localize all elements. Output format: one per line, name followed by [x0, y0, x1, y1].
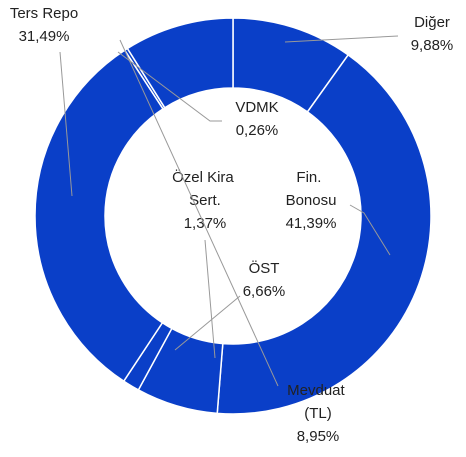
leader-line: [349, 204, 391, 256]
category-label: VDMK: [235, 99, 278, 116]
value-label: 8,95%: [297, 428, 340, 445]
leader-line: [284, 35, 399, 43]
leader-line: [174, 295, 241, 351]
category-label: Ters Repo: [10, 5, 78, 22]
category-label: Özel Kira Sert.: [172, 168, 238, 209]
leader-line: [59, 51, 73, 197]
leader-line: [204, 239, 216, 359]
donut-segment: [34, 49, 165, 383]
category-label: Diğer: [414, 14, 450, 31]
leader-line: [117, 51, 222, 122]
value-label: 6,66%: [243, 283, 286, 300]
category-label: ÖST: [249, 259, 280, 277]
value-label: 1,37%: [184, 215, 227, 232]
category-label: Fin. Bonosu: [286, 169, 337, 209]
donut-segment: [216, 53, 432, 415]
value-label: 31,49%: [19, 28, 70, 45]
leader-line: [119, 39, 279, 387]
value-label: 0,26%: [236, 122, 279, 139]
value-label: 41,39%: [286, 215, 337, 232]
category-label: Mevduat (TL): [287, 382, 349, 422]
value-label: 9,88%: [411, 37, 454, 54]
